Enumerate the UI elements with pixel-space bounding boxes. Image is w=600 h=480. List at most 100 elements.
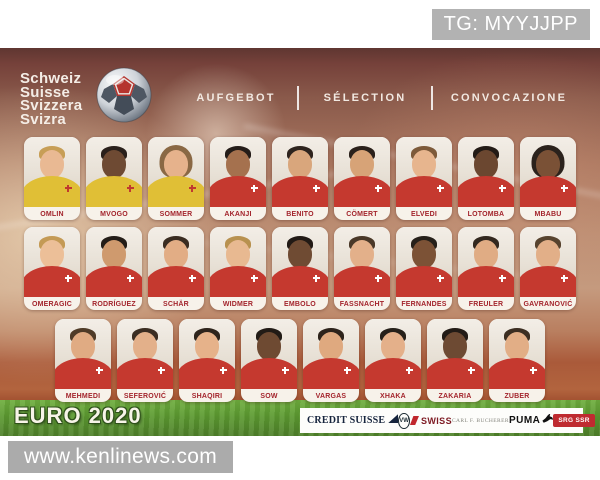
player-face (350, 240, 374, 268)
sponsor-srg-ssr: SRG SSR (553, 414, 595, 427)
player-card: FERNANDES (396, 227, 452, 310)
swiss-cross-badge (282, 367, 289, 374)
player-face (102, 150, 126, 178)
sponsor-carl-f-bucherer: CARL F. BUCHERER (451, 417, 509, 424)
player-name: VARGAS (315, 393, 347, 400)
swiss-cross-badge (65, 185, 72, 192)
player-photo (520, 137, 576, 207)
title-line-rm: Svizra (20, 110, 66, 128)
player-photo (210, 137, 266, 207)
country-title: Schweiz Suisse Svizzera Svizra (20, 70, 82, 128)
player-face (71, 332, 95, 360)
player-jersey (86, 266, 142, 297)
player-card: CÖMERT (334, 137, 390, 220)
sponsor-strip: CREDIT SUISSE VW SWISS CARL F. BUCHERER PUMA… (300, 408, 595, 433)
player-card: FREULER (458, 227, 514, 310)
player-jersey (117, 358, 173, 389)
swiss-cross-badge (158, 367, 165, 374)
swiss-cross-badge (313, 185, 320, 192)
player-photo (272, 137, 328, 207)
player-name: SOW (260, 393, 278, 400)
player-face (226, 240, 250, 268)
player-photo (458, 227, 514, 297)
player-face (381, 332, 405, 360)
swiss-logo-text: SWISS (420, 415, 452, 426)
player-name: BENITO (286, 211, 314, 218)
player-name: GAVRANOVIĆ (523, 301, 573, 308)
player-card: SHAQIRI (179, 319, 235, 402)
player-photo (365, 319, 421, 389)
player-face (474, 150, 498, 178)
swiss-cross-badge (561, 185, 568, 192)
swiss-cross-badge (127, 185, 134, 192)
player-photo (396, 227, 452, 297)
player-jersey (334, 266, 390, 297)
swiss-cross-badge (406, 367, 413, 374)
swiss-cross-badge (499, 185, 506, 192)
player-card: ZUBER (489, 319, 545, 402)
player-jersey (86, 176, 142, 207)
swiss-cross-badge (251, 275, 258, 282)
player-photo (24, 227, 80, 297)
player-face (40, 240, 64, 268)
player-card: EMBOLO (272, 227, 328, 310)
player-card: OMERAGIC (24, 227, 80, 310)
swiss-cross-badge (65, 275, 72, 282)
swiss-cross-badge (344, 367, 351, 374)
player-photo (148, 137, 204, 207)
player-photo (24, 137, 80, 207)
player-photo (427, 319, 483, 389)
swiss-cross-badge (313, 275, 320, 282)
player-jersey (24, 266, 80, 297)
player-name: LOTOMBA (467, 211, 505, 218)
language-menu: AUFGEBOT SÉLECTION CONVOCAZIONE (175, 86, 583, 110)
player-jersey (334, 176, 390, 207)
menu-divider (297, 86, 299, 110)
player-jersey (24, 176, 80, 207)
swiss-cross-badge (530, 367, 537, 374)
player-card: RODRÍGUEZ (86, 227, 142, 310)
player-photo (396, 137, 452, 207)
player-face (257, 332, 281, 360)
player-photo (55, 319, 111, 389)
player-photo (210, 227, 266, 297)
player-name: WIDMER (222, 301, 254, 308)
player-jersey (179, 358, 235, 389)
swiss-cross-badge (468, 367, 475, 374)
title-line-de: Schweiz (20, 70, 82, 87)
player-face (350, 150, 374, 178)
player-name: ZUBER (504, 393, 530, 400)
player-card: FASSNACHT (334, 227, 390, 310)
player-name: SEFEROVIĆ (123, 393, 167, 400)
player-card: BENITO (272, 137, 328, 220)
player-face (40, 150, 64, 178)
player-photo (458, 137, 514, 207)
player-photo (86, 137, 142, 207)
sail-icon (388, 414, 399, 423)
soccer-ball-icon (94, 65, 154, 125)
player-face (474, 240, 498, 268)
player-name: ELVEDI (411, 211, 437, 218)
player-photo (489, 319, 545, 389)
player-jersey (241, 358, 297, 389)
player-card: XHAKA (365, 319, 421, 402)
player-card: MEHMEDI (55, 319, 111, 402)
swiss-cross-badge (499, 275, 506, 282)
player-face (288, 240, 312, 268)
player-jersey (210, 266, 266, 297)
credit-suisse-logo-text: CREDIT SUISSE (307, 415, 386, 426)
player-photo (334, 227, 390, 297)
player-card: WIDMER (210, 227, 266, 310)
player-photo (520, 227, 576, 297)
player-photo (179, 319, 235, 389)
puma-logo-text: PUMA (508, 415, 541, 426)
player-photo (86, 227, 142, 297)
player-name: SCHÄR (163, 301, 189, 308)
player-photo (241, 319, 297, 389)
player-face (536, 240, 560, 268)
swiss-cross-badge (375, 275, 382, 282)
player-photo (148, 227, 204, 297)
puma-cat-icon (542, 413, 554, 423)
player-face (195, 332, 219, 360)
